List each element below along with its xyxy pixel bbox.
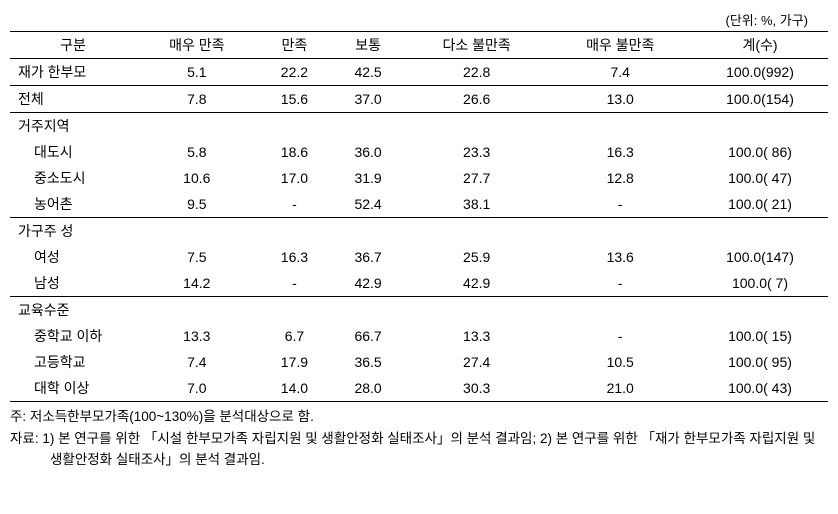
cell-label: 중학교 이하 bbox=[10, 323, 136, 349]
cell-label: 대학 이상 bbox=[10, 375, 136, 402]
cell-value: 42.5 bbox=[331, 59, 405, 86]
cell-value: 13.6 bbox=[548, 244, 692, 270]
cell-value: 36.0 bbox=[331, 139, 405, 165]
cell-value: 27.4 bbox=[405, 349, 549, 375]
cell-value: 7.4 bbox=[136, 349, 258, 375]
cell-value: 27.7 bbox=[405, 165, 549, 191]
cell-value: 28.0 bbox=[331, 375, 405, 402]
row-male: 남성 14.2 - 42.9 42.9 - 100.0( 7) bbox=[10, 270, 828, 297]
cell-value: 36.7 bbox=[331, 244, 405, 270]
cell-value: 16.3 bbox=[548, 139, 692, 165]
cell-value: 5.8 bbox=[136, 139, 258, 165]
cell-value: 7.0 bbox=[136, 375, 258, 402]
row-female: 여성 7.5 16.3 36.7 25.9 13.6 100.0(147) bbox=[10, 244, 828, 270]
cell-value: 9.5 bbox=[136, 191, 258, 218]
note-2: 자료: 1) 본 연구를 위한 「시설 한부모가족 자립지원 및 생활안정화 실… bbox=[10, 428, 828, 471]
cell-value: 16.3 bbox=[258, 244, 332, 270]
cell-value: 13.3 bbox=[405, 323, 549, 349]
cell-value: 31.9 bbox=[331, 165, 405, 191]
cell-section-label: 교육수준 bbox=[10, 297, 828, 324]
cell-value: - bbox=[548, 270, 692, 297]
cell-value: 5.1 bbox=[136, 59, 258, 86]
cell-total: 100.0( 47) bbox=[692, 165, 828, 191]
cell-value: 52.4 bbox=[331, 191, 405, 218]
cell-value: 7.8 bbox=[136, 86, 258, 113]
header-category: 구분 bbox=[10, 32, 136, 59]
row-high: 고등학교 7.4 17.9 36.5 27.4 10.5 100.0( 95) bbox=[10, 349, 828, 375]
row-college: 대학 이상 7.0 14.0 28.0 30.3 21.0 100.0( 43) bbox=[10, 375, 828, 402]
cell-value: 36.5 bbox=[331, 349, 405, 375]
cell-value: 13.0 bbox=[548, 86, 692, 113]
cell-value: 17.0 bbox=[258, 165, 332, 191]
cell-value: 14.2 bbox=[136, 270, 258, 297]
cell-value: 17.9 bbox=[258, 349, 332, 375]
row-rural: 농어촌 9.5 - 52.4 38.1 - 100.0( 21) bbox=[10, 191, 828, 218]
cell-value: 6.7 bbox=[258, 323, 332, 349]
header-very-satisfied: 매우 만족 bbox=[136, 32, 258, 59]
cell-total: 100.0( 43) bbox=[692, 375, 828, 402]
cell-label: 중소도시 bbox=[10, 165, 136, 191]
notes-section: 주: 저소득한부모가족(100~130%)을 분석대상으로 함. 자료: 1) … bbox=[10, 406, 828, 471]
row-small-city: 중소도시 10.6 17.0 31.9 27.7 12.8 100.0( 47) bbox=[10, 165, 828, 191]
cell-value: - bbox=[258, 191, 332, 218]
row-middle: 중학교 이하 13.3 6.7 66.7 13.3 - 100.0( 15) bbox=[10, 323, 828, 349]
cell-label: 여성 bbox=[10, 244, 136, 270]
cell-value: 10.6 bbox=[136, 165, 258, 191]
data-table: 구분 매우 만족 만족 보통 다소 불만족 매우 불만족 계(수) 재가 한부모… bbox=[10, 31, 828, 402]
cell-total: 100.0(147) bbox=[692, 244, 828, 270]
cell-total: 100.0( 15) bbox=[692, 323, 828, 349]
row-home-single: 재가 한부모 5.1 22.2 42.5 22.8 7.4 100.0(992) bbox=[10, 59, 828, 86]
row-gender-header: 가구주 성 bbox=[10, 218, 828, 245]
cell-total: 100.0(154) bbox=[692, 86, 828, 113]
cell-value: 13.3 bbox=[136, 323, 258, 349]
header-normal: 보통 bbox=[331, 32, 405, 59]
cell-total: 100.0( 21) bbox=[692, 191, 828, 218]
cell-value: 21.0 bbox=[548, 375, 692, 402]
cell-value: 26.6 bbox=[405, 86, 549, 113]
header-satisfied: 만족 bbox=[258, 32, 332, 59]
cell-value: 18.6 bbox=[258, 139, 332, 165]
cell-value: 42.9 bbox=[331, 270, 405, 297]
cell-label: 대도시 bbox=[10, 139, 136, 165]
header-very-dissatisfied: 매우 불만족 bbox=[548, 32, 692, 59]
cell-value: 23.3 bbox=[405, 139, 549, 165]
cell-value: - bbox=[548, 191, 692, 218]
cell-value: 38.1 bbox=[405, 191, 549, 218]
cell-value: - bbox=[548, 323, 692, 349]
row-edu-header: 교육수준 bbox=[10, 297, 828, 324]
cell-label: 고등학교 bbox=[10, 349, 136, 375]
cell-value: 15.6 bbox=[258, 86, 332, 113]
cell-value: 25.9 bbox=[405, 244, 549, 270]
cell-label: 농어촌 bbox=[10, 191, 136, 218]
cell-value: 22.8 bbox=[405, 59, 549, 86]
cell-value: 22.2 bbox=[258, 59, 332, 86]
cell-value: 14.0 bbox=[258, 375, 332, 402]
cell-value: 42.9 bbox=[405, 270, 549, 297]
row-big-city: 대도시 5.8 18.6 36.0 23.3 16.3 100.0( 86) bbox=[10, 139, 828, 165]
cell-total: 100.0( 86) bbox=[692, 139, 828, 165]
cell-value: 66.7 bbox=[331, 323, 405, 349]
cell-label: 남성 bbox=[10, 270, 136, 297]
cell-value: 10.5 bbox=[548, 349, 692, 375]
cell-section-label: 거주지역 bbox=[10, 113, 828, 140]
row-region-header: 거주지역 bbox=[10, 113, 828, 140]
header-somewhat-dissatisfied: 다소 불만족 bbox=[405, 32, 549, 59]
cell-label: 전체 bbox=[10, 86, 136, 113]
cell-value: 7.4 bbox=[548, 59, 692, 86]
cell-value: 12.8 bbox=[548, 165, 692, 191]
cell-value: 37.0 bbox=[331, 86, 405, 113]
cell-value: 30.3 bbox=[405, 375, 549, 402]
cell-value: - bbox=[258, 270, 332, 297]
header-total: 계(수) bbox=[692, 32, 828, 59]
unit-label: (단위: %, 가구) bbox=[10, 10, 828, 29]
cell-total: 100.0( 7) bbox=[692, 270, 828, 297]
cell-value: 7.5 bbox=[136, 244, 258, 270]
header-row: 구분 매우 만족 만족 보통 다소 불만족 매우 불만족 계(수) bbox=[10, 32, 828, 59]
cell-total: 100.0( 95) bbox=[692, 349, 828, 375]
row-overall: 전체 7.8 15.6 37.0 26.6 13.0 100.0(154) bbox=[10, 86, 828, 113]
note-1: 주: 저소득한부모가족(100~130%)을 분석대상으로 함. bbox=[10, 406, 828, 428]
cell-label: 재가 한부모 bbox=[10, 59, 136, 86]
cell-total: 100.0(992) bbox=[692, 59, 828, 86]
cell-section-label: 가구주 성 bbox=[10, 218, 828, 245]
